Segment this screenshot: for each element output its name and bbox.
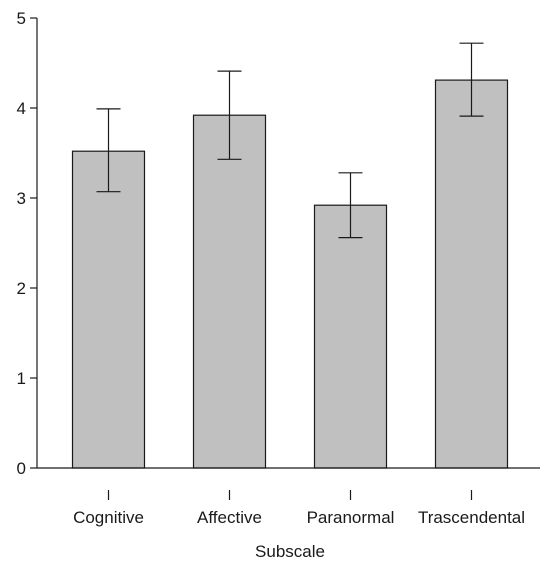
x-category-label: Cognitive — [73, 508, 144, 527]
x-category-label: Affective — [197, 508, 262, 527]
y-tick-label: 4 — [17, 99, 26, 118]
bars — [37, 79, 540, 469]
bar — [192, 114, 267, 469]
bar — [71, 150, 146, 469]
y-tick-label: 3 — [17, 189, 26, 208]
bar — [434, 79, 509, 469]
x-axis: Cognitive Affective Paranormal Trascendenta… — [73, 490, 525, 527]
y-tick-label: 5 — [17, 9, 26, 28]
y-tick-label: 0 — [17, 459, 26, 478]
x-axis-title: Subscale — [255, 542, 325, 561]
x-category-label: Paranormal — [307, 508, 395, 527]
error-bars — [96, 42, 484, 239]
y-tick-label: 1 — [17, 369, 26, 388]
y-tick-label: 2 — [17, 279, 26, 298]
x-category-label: Trascendental — [418, 508, 525, 527]
y-axis: 0 1 2 3 4 5 — [17, 9, 38, 478]
bar — [313, 204, 388, 469]
